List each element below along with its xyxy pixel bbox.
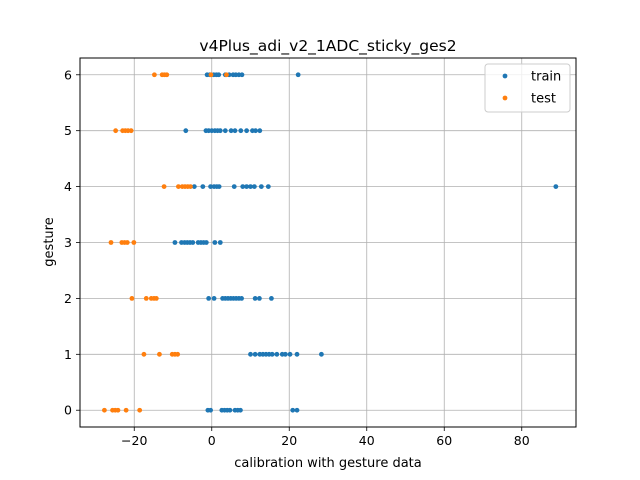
x-tick-label: 60 <box>436 433 452 448</box>
legend-label-test: test <box>531 92 556 107</box>
test-point <box>161 184 167 189</box>
y-tick-label: 2 <box>64 291 72 306</box>
train-point <box>257 128 263 134</box>
train-point <box>232 128 238 134</box>
test-point <box>208 72 214 78</box>
train-point <box>252 351 258 357</box>
legend-marker-test <box>502 95 508 101</box>
train-point <box>238 407 243 413</box>
train-point <box>216 184 222 189</box>
test-point <box>131 240 137 245</box>
train-point <box>239 72 245 78</box>
train-point <box>240 184 246 189</box>
train-point <box>228 128 234 134</box>
test-point <box>157 351 162 357</box>
legend-label-train: train <box>531 70 561 85</box>
train-point <box>269 351 275 357</box>
train-point <box>257 296 262 301</box>
y-tick-label: 4 <box>64 179 72 194</box>
test-point <box>176 184 181 189</box>
train-point <box>294 407 300 413</box>
chart-title: v4Plus_adi_v2_1ADC_sticky_ges2 <box>199 37 456 56</box>
x-tick-label: 40 <box>359 433 375 448</box>
train-point <box>211 296 217 301</box>
train-point <box>191 184 197 189</box>
train-point <box>282 351 288 357</box>
train-point <box>248 351 253 357</box>
y-tick-label: 3 <box>64 235 72 250</box>
x-tick-label: 80 <box>514 433 530 448</box>
train-point <box>244 184 250 189</box>
test-point <box>123 407 129 413</box>
data-points <box>102 72 559 413</box>
x-axis-label: calibration with gesture data <box>234 456 421 471</box>
y-axis-label: gesture <box>42 217 57 266</box>
train-point <box>190 240 196 245</box>
train-point <box>231 184 237 189</box>
x-tick-label: −20 <box>121 433 147 448</box>
y-axis-ticks: 0 1 2 3 4 5 6 <box>64 67 80 418</box>
test-point <box>141 351 147 357</box>
train-point <box>208 407 213 413</box>
train-point <box>200 184 206 189</box>
train-point <box>172 240 178 245</box>
test-point <box>224 72 229 78</box>
train-point <box>269 296 274 301</box>
train-point <box>265 184 271 189</box>
legend-marker-train <box>502 73 508 79</box>
grid <box>80 58 576 427</box>
train-point <box>208 184 213 189</box>
test-point <box>115 407 121 413</box>
test-point <box>113 128 119 134</box>
train-point <box>238 128 244 134</box>
legend: train test <box>484 63 571 113</box>
train-point <box>216 72 222 78</box>
train-point <box>252 296 258 301</box>
train-point <box>222 128 228 134</box>
x-tick-label: 20 <box>281 433 297 448</box>
x-axis-ticks: −20 0 20 40 60 80 <box>121 427 530 448</box>
train-point <box>183 128 189 134</box>
x-tick-label: 0 <box>208 433 216 448</box>
test-point <box>102 407 107 413</box>
train-point <box>217 128 223 134</box>
train-point <box>294 351 300 357</box>
train-point <box>553 184 559 189</box>
test-point <box>152 72 157 78</box>
train-point <box>217 240 223 245</box>
train-point <box>248 184 253 189</box>
train-point <box>258 184 264 189</box>
train-point <box>287 351 293 357</box>
test-point <box>129 296 135 301</box>
test-point <box>128 128 134 134</box>
test-point <box>153 296 159 301</box>
y-tick-label: 0 <box>64 403 72 418</box>
test-point <box>143 296 149 301</box>
train-point <box>239 296 244 301</box>
train-point <box>319 351 324 357</box>
train-point <box>212 240 218 245</box>
series-train <box>172 72 559 413</box>
train-point <box>227 407 233 413</box>
train-point <box>253 128 258 134</box>
y-tick-label: 1 <box>64 347 72 362</box>
train-point <box>244 128 250 134</box>
y-tick-label: 6 <box>64 67 72 82</box>
train-point <box>251 184 257 189</box>
test-point <box>124 240 130 245</box>
y-tick-label: 5 <box>64 123 72 138</box>
train-point <box>206 296 212 301</box>
test-point <box>175 351 181 357</box>
train-point <box>290 407 296 413</box>
train-point <box>295 72 301 78</box>
train-point <box>203 240 209 245</box>
test-point <box>137 407 143 413</box>
train-point <box>274 351 280 357</box>
series-test <box>102 72 229 413</box>
test-point <box>164 72 170 78</box>
test-point <box>108 240 114 245</box>
test-point <box>188 184 193 189</box>
